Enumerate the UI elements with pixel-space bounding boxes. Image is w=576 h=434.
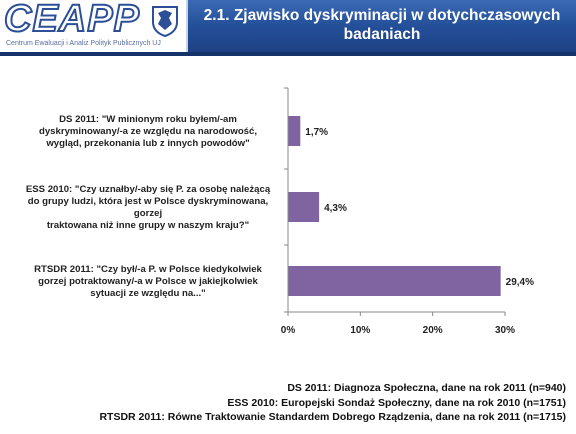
x-tick-label-2: 10%: [350, 325, 370, 336]
category-label-3-line-2: gorzej potraktowany/-a w Polsce w jakiej…: [38, 276, 258, 287]
bar-3: [288, 266, 501, 296]
logo-subtitle: Centrum Ewaluacji i Analiz Polityk Publi…: [6, 40, 161, 47]
footnote-ess-2010: ESS 2010: Europejski Sondaż Społeczny, d…: [227, 396, 566, 409]
crest-icon: [152, 6, 178, 38]
category-label-3-line-1: RTSDR 2011: "Czy był/-a P. w Polsce kied…: [34, 264, 262, 275]
category-label-2-line-3: gorzej: [133, 208, 163, 219]
category-label-2-line-1: ESS 2010: "Czy uznałby/-aby się P. za os…: [25, 184, 271, 195]
footnote-ds-2011: DS 2011: Diagnoza Społeczna, dane na rok…: [287, 382, 566, 394]
bar-value-label-3: 29,4%: [506, 277, 534, 288]
bar-value-label-2: 4,3%: [324, 203, 347, 214]
category-label-1-line-1: DS 2011: "W minionym roku byłem/-am: [59, 114, 237, 125]
category-label-3: RTSDR 2011: "Czy był/-a P. w Polsce kied…: [18, 264, 278, 300]
footnote-sources: DS 2011: Diagnoza Społeczna, dane na rok…: [6, 381, 566, 425]
category-label-1-line-3: wygląd, przekonania lub z innych powodów…: [46, 138, 250, 149]
x-tick-label-1: 0%: [281, 325, 296, 336]
bar-1: [288, 116, 301, 146]
x-tick-label-3: 20%: [423, 325, 443, 336]
category-label-1: DS 2011: "W minionym roku byłem/-am dyskr…: [18, 114, 278, 150]
category-label-2-line-2: do grupy ludzi, która jest w Polsce dysk…: [27, 196, 269, 207]
category-label-3-line-3: sytuacji ze względu na...": [90, 288, 206, 299]
bar-value-label-1: 1,7%: [305, 127, 328, 138]
slide-title-line1: 2.1. Zjawisko dyskryminacji w dotychczas…: [203, 7, 561, 24]
slide-title-line2: badaniach: [343, 26, 421, 43]
x-tick-label-4: 30%: [495, 325, 515, 336]
bar-2: [288, 192, 320, 222]
category-label-1-line-2: dyskryminowany/-a ze względu na narodowo…: [38, 126, 258, 137]
header-bar: CEAPP Centrum Ewaluacji i Analiz Polityk…: [0, 0, 576, 56]
category-label-2: ESS 2010: "Czy uznałby/-aby się P. za os…: [18, 184, 278, 232]
footnote-rtsdr-2011: RTSDR 2011: Równe Traktowanie Standardem…: [99, 411, 566, 423]
logo-wordmark: CEAPP: [3, 0, 140, 41]
slide-title: 2.1. Zjawisko dyskryminacji w dotychczas…: [196, 6, 568, 44]
ceapp-logo: CEAPP Centrum Ewaluacji i Analiz Polityk…: [0, 0, 188, 52]
bar-chart: 1,7% 4,3% 29,4% 0% 10% 20% 30%: [281, 87, 534, 336]
header-divider: [0, 52, 576, 56]
category-label-2-line-4: traktowana niż inne grupy w naszym kraju…: [46, 220, 250, 231]
